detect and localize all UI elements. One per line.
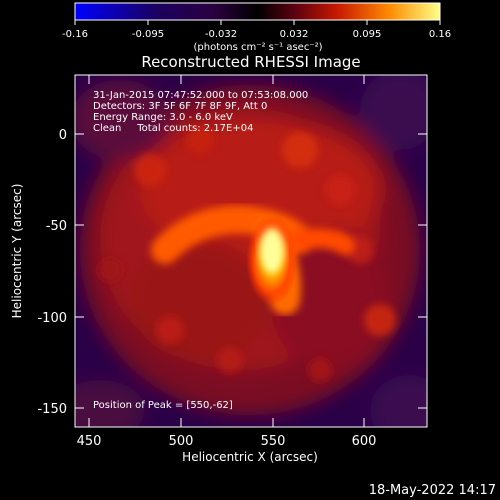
x-axis-label: Heliocentric X (arcsec)	[182, 450, 318, 464]
annotation-detectors: Detectors: 3F 5F 6F 7F 8F 9F, Att 0	[93, 101, 267, 112]
x-tick-label: 600	[352, 434, 377, 449]
annotation-peak-position: Position of Peak = [550,-62]	[93, 400, 233, 411]
x-tick-label: 500	[169, 434, 194, 449]
colorbar-unit-label: (photons cm⁻² s⁻¹ asec⁻²)	[193, 42, 322, 53]
colorbar: -0.16 -0.095 -0.032 0.032 0.095 0.16 (ph…	[62, 2, 451, 53]
y-tick-label: -100	[37, 311, 67, 326]
annotations: 31-Jan-2015 07:47:52.000 to 07:53:08.000…	[93, 90, 308, 411]
annotation-energy-range: Energy Range: 3.0 - 6.0 keV	[93, 112, 233, 123]
colorbar-tick-label: -0.16	[62, 29, 88, 40]
colorbar-ticks	[74, 20, 441, 25]
colorbar-gradient	[74, 2, 441, 21]
y-tick-label: -150	[37, 402, 67, 417]
y-tick-label: -50	[46, 219, 67, 234]
annotation-time-range: 31-Jan-2015 07:47:52.000 to 07:53:08.000	[93, 90, 308, 101]
plot-title: Reconstructed RHESSI Image	[141, 53, 360, 71]
y-axis-label: Heliocentric Y (arcsec)	[10, 184, 24, 319]
render-timestamp: 18-May-2022 14:17	[369, 483, 496, 498]
y-tick-label: 0	[59, 128, 67, 143]
y-axis	[75, 133, 427, 409]
colorbar-tick-label: 0.032	[280, 29, 309, 40]
x-tick-label: 450	[77, 434, 102, 449]
solar-image	[75, 75, 427, 427]
plot-frame	[74, 74, 428, 428]
colorbar-tick-label: -0.095	[132, 29, 164, 40]
x-axis	[88, 75, 365, 427]
annotation-clean-counts: Clean Total counts: 2.17E+04	[93, 123, 253, 134]
colorbar-tick-label: -0.032	[205, 29, 237, 40]
x-tick-label: 550	[261, 434, 286, 449]
colorbar-tick-label: 0.095	[353, 29, 382, 40]
colorbar-tick-label: 0.16	[429, 29, 451, 40]
